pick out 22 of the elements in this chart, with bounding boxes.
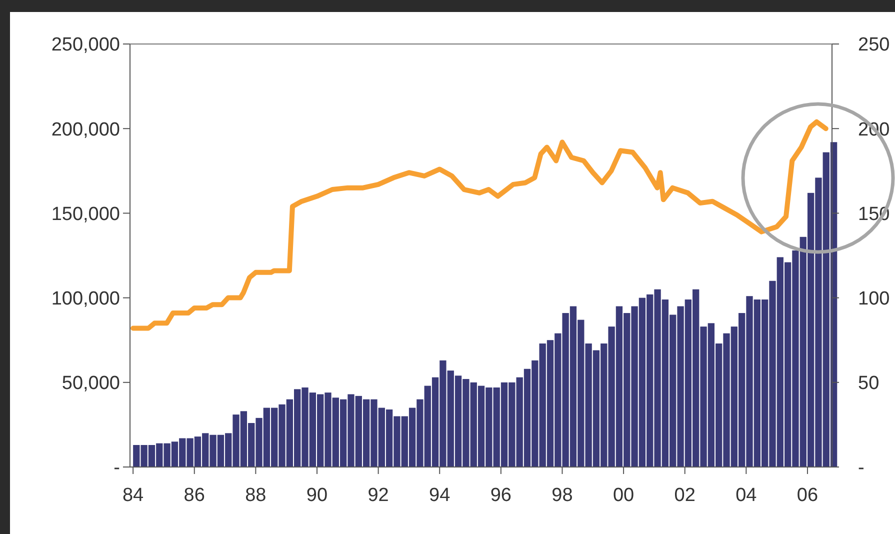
y-tick-label: 250,000: [51, 34, 120, 56]
x-tick-label: 84: [122, 485, 144, 506]
x-tick-label: 04: [736, 485, 758, 506]
y-tick-label: 100,000: [51, 288, 120, 310]
y-tick-label: 200,000: [51, 119, 120, 140]
y-tick-label: 150,000: [51, 204, 120, 225]
y-tick-label: -: [114, 458, 120, 479]
x-tick-label: 98: [552, 485, 573, 506]
x-tick-label: 92: [368, 485, 389, 506]
x-tick-label: 94: [429, 485, 451, 506]
y2-tick-label: 50: [858, 373, 880, 394]
x-tick-label: 88: [245, 485, 266, 506]
y-tick-label: 50,000: [62, 373, 120, 394]
y2-tick-label: 100: [858, 288, 890, 310]
x-tick-label: 02: [674, 485, 696, 506]
y2-tick-label: 250: [858, 34, 890, 56]
x-tick-label: 86: [184, 485, 205, 506]
x-tick-label: 90: [306, 485, 328, 506]
x-tick-label: 96: [490, 485, 512, 506]
y2-tick-label: -: [858, 458, 864, 479]
x-tick-label: 00: [612, 485, 634, 506]
x-tick-label: 06: [796, 485, 818, 506]
